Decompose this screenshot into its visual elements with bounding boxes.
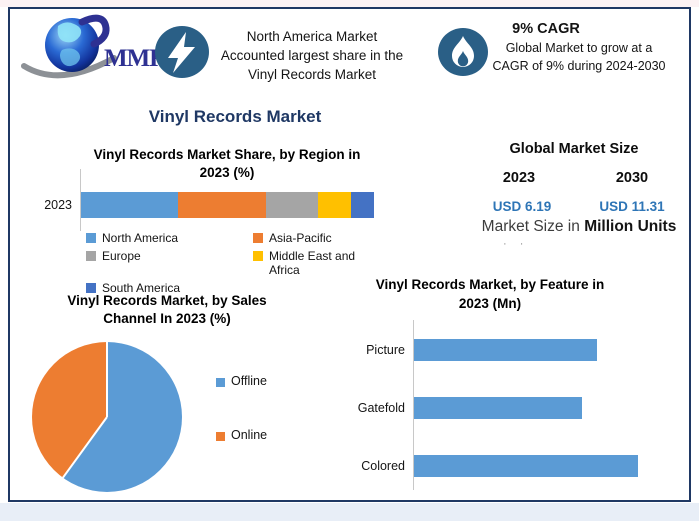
market-size-year-2030: 2030 — [615, 170, 649, 186]
legend-swatch — [253, 251, 263, 261]
legend-item-asia-pacific: Asia-Pacific — [253, 231, 378, 245]
top-edge-strip — [0, 0, 699, 7]
cropped-text-dots: · · — [503, 238, 529, 250]
legend-label: Middle East and Africa — [269, 249, 356, 277]
bar-segment-europe — [265, 192, 319, 218]
pie-divider-1 — [106, 342, 108, 417]
region-chart-title-line2: 2023 (%) — [199, 165, 255, 180]
legend-swatch — [253, 233, 263, 243]
logo-swoosh-blue — [78, 14, 110, 48]
feature-chart-title-line2: 2023 (Mn) — [458, 296, 522, 311]
feature-label-picture: Picture — [366, 343, 405, 357]
region-chart-category-label: 2023 — [44, 198, 72, 212]
header-fact-north-america: North America Market Accounted largest s… — [207, 27, 417, 84]
region-chart-title: Vinyl Records Market Share, by Region in… — [78, 146, 376, 182]
legend-swatch — [86, 233, 96, 243]
legend-label: South America — [102, 281, 181, 295]
region-stacked-bar — [81, 192, 374, 218]
page-title: Vinyl Records Market — [148, 107, 322, 126]
feature-chart-title-line1: Vinyl Records Market, by Feature in — [375, 277, 605, 292]
legend-swatch — [216, 432, 225, 441]
feature-chart-y-axis — [413, 320, 414, 490]
legend-swatch — [86, 283, 96, 293]
logo-swoosh-gray — [21, 55, 117, 79]
legend-item-north-america: North America — [86, 231, 253, 245]
feature-label-colored: Colored — [361, 459, 405, 473]
region-chart-legend: North America Asia-Pacific Europe Middle… — [86, 231, 378, 295]
fact1-line1: North America Market — [246, 29, 378, 44]
bottom-edge-strip — [0, 503, 699, 521]
feature-bar-colored — [414, 455, 638, 477]
cagr-line1: Global Market to grow at a — [505, 41, 653, 55]
bar-segment-north-america — [81, 192, 178, 218]
feature-bar-gatefold — [414, 397, 582, 419]
legend-label: Asia-Pacific — [269, 231, 332, 245]
region-chart-title-line1: Vinyl Records Market Share, by Region in — [93, 147, 361, 162]
market-size-value-2023: USD 6.19 — [492, 199, 552, 214]
region-chart-y-axis — [80, 169, 81, 231]
legend-swatch — [86, 251, 96, 261]
sales-channel-chart-title: Vinyl Records Market, by Sales Channel I… — [40, 292, 294, 328]
bar-segment-south-america — [350, 192, 374, 218]
market-size-unit: Market Size in Million Units — [449, 218, 699, 236]
market-size-title: Global Market Size — [509, 141, 639, 157]
header-fact-cagr: 9% CAGR Global Market to grow at a CAGR … — [478, 21, 680, 75]
legend-label-online: Online — [231, 428, 268, 442]
flame-icon — [438, 28, 488, 76]
feature-chart-title: Vinyl Records Market, by Feature in 2023… — [370, 275, 610, 313]
fact1-line2: Accounted largest share in the — [220, 48, 404, 63]
legend-swatch — [216, 378, 225, 387]
market-size-value-2030: USD 11.31 — [599, 199, 665, 214]
legend-label-offline: Offline — [231, 374, 267, 388]
legend-item-europe: Europe — [86, 249, 253, 277]
cagr-line2: CAGR of 9% during 2024-2030 — [492, 59, 666, 73]
bar-segment-asia-pacific — [177, 192, 266, 218]
feature-bar-picture — [414, 339, 597, 361]
market-size-unit-bold: Million Units — [584, 218, 677, 235]
market-size-year-2023: 2023 — [502, 170, 536, 186]
cagr-headline: 9% CAGR — [512, 21, 580, 37]
legend-item-middle-east-africa: Middle East and Africa — [253, 249, 378, 277]
bar-segment-middle-east-and-africa — [318, 192, 351, 218]
legend-label: North America — [102, 231, 179, 245]
fact1-line3: Vinyl Records Market — [247, 67, 377, 82]
mmr-logo: MMR — [21, 14, 162, 79]
globe-continent-2 — [60, 48, 81, 67]
sales-channel-title-line2: Channel In 2023 (%) — [103, 311, 231, 326]
sales-channel-title-line1: Vinyl Records Market, by Sales — [67, 293, 267, 308]
lightning-icon — [155, 26, 209, 78]
legend-item-south-america: South America — [86, 281, 253, 295]
market-size-unit-regular: Market Size in — [481, 218, 585, 235]
logo-text: MMR — [104, 45, 162, 72]
globe-continent — [57, 22, 82, 43]
legend-label: Europe — [102, 249, 141, 263]
feature-label-gatefold: Gatefold — [357, 401, 405, 415]
